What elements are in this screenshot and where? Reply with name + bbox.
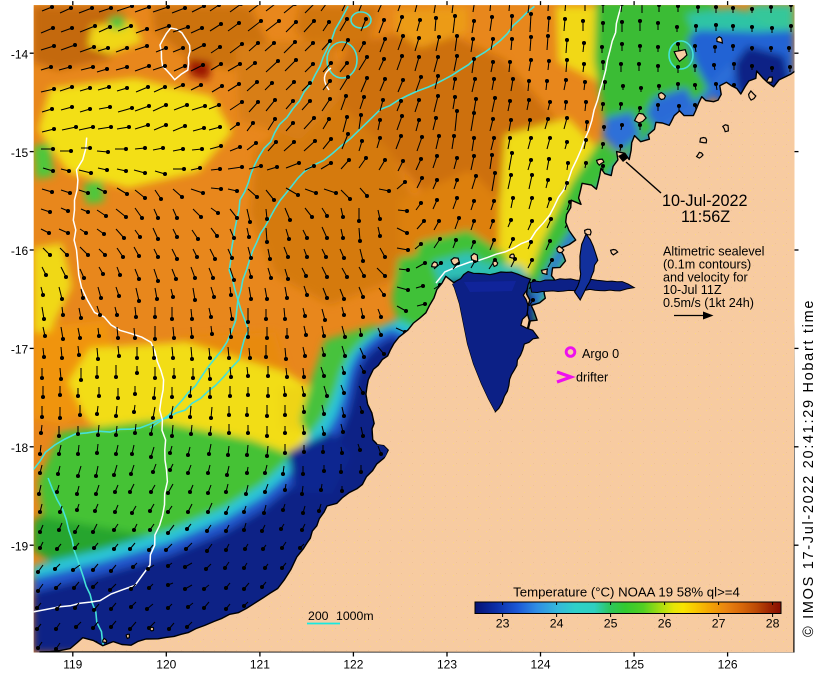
svg-text:27: 27 [712,617,726,631]
svg-text:-14: -14 [11,47,29,61]
svg-text:Temperature (°C) NOAA 19 58% q: Temperature (°C) NOAA 19 58% ql>=4 [513,585,740,600]
svg-text:drifter: drifter [576,371,608,385]
svg-text:Argo 0: Argo 0 [582,347,619,361]
svg-text:119: 119 [63,658,82,672]
svg-text:© IMOS 17-Jul-2022 20:41:29 Ho: © IMOS 17-Jul-2022 20:41:29 Hobart time [801,299,817,637]
svg-text:26: 26 [658,617,672,631]
svg-text:122: 122 [343,658,363,672]
svg-text:24: 24 [550,617,564,631]
svg-text:-15: -15 [11,146,29,160]
svg-text:10-Jul-2022: 10-Jul-2022 [662,192,748,210]
svg-text:121: 121 [250,658,270,672]
svg-text:11:56Z: 11:56Z [681,208,730,226]
svg-text:(0.1m contours): (0.1m contours) [663,257,751,271]
svg-text:and velocity for: and velocity for [663,270,748,284]
svg-text:124: 124 [530,658,550,672]
svg-text:0.5m/s (1kt 24h): 0.5m/s (1kt 24h) [663,296,754,310]
svg-text:200: 200 [308,609,329,623]
svg-text:25: 25 [604,617,618,631]
svg-text:126: 126 [718,658,738,672]
svg-text:123: 123 [437,658,457,672]
svg-text:10-Jul 11Z: 10-Jul 11Z [663,283,722,297]
svg-text:120: 120 [156,658,176,672]
svg-text:23: 23 [496,617,510,631]
svg-text:-19: -19 [11,539,29,553]
svg-text:125: 125 [624,658,644,672]
svg-text:-16: -16 [11,244,29,258]
svg-text:28: 28 [766,617,780,631]
svg-text:Altimetric sealevel: Altimetric sealevel [663,244,764,258]
svg-text:-18: -18 [11,441,29,455]
svg-text:-17: -17 [11,343,29,357]
svg-text:1000m: 1000m [336,609,374,623]
